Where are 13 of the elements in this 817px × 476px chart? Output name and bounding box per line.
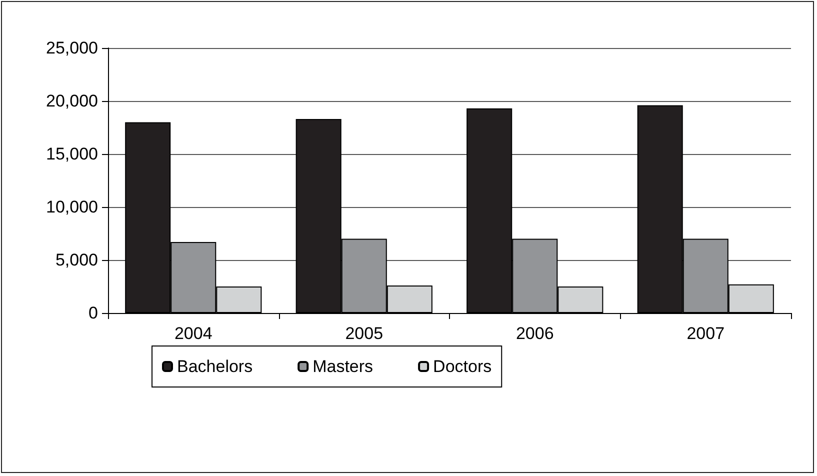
x-tick-label: 2004 bbox=[174, 324, 212, 343]
y-tick-label: 0 bbox=[88, 304, 98, 322]
y-tick-label: 20,000 bbox=[46, 92, 98, 110]
legend-label: Bachelors bbox=[177, 357, 253, 376]
y-tick-label: 5,000 bbox=[55, 250, 98, 270]
legend-label: Doctors bbox=[433, 357, 492, 376]
y-tick-label: 15,000 bbox=[46, 144, 98, 164]
x-tick-label: 2005 bbox=[345, 324, 384, 343]
y-tick-label: 10,000 bbox=[46, 198, 98, 216]
x-tick-label: 2007 bbox=[686, 324, 725, 343]
legend-label: Masters bbox=[312, 357, 374, 376]
y-tick-label: 25,000 bbox=[46, 38, 98, 58]
x-tick-label: 2006 bbox=[516, 324, 554, 343]
